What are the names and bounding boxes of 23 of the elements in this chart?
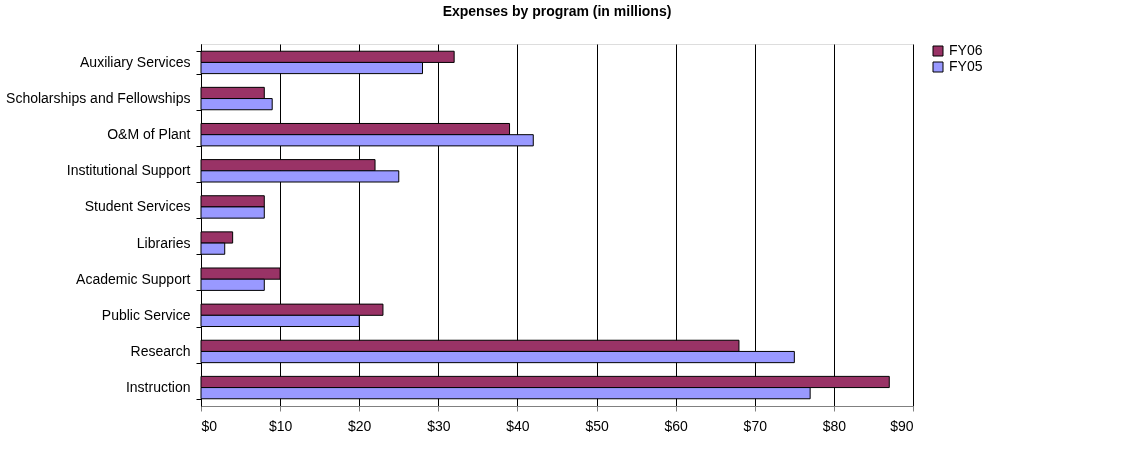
x-tick-label: $60 [664,417,689,434]
y-tick-label: Academic Support [76,270,191,287]
legend-label: FY06 [949,42,983,58]
y-tick-label: Instruction [125,379,191,396]
x-tick-label: $40 [506,417,530,434]
y-tick-label: Libraries [136,234,191,251]
y-tick-label: Student Services [84,198,191,215]
legend-label: FY05 [949,58,983,74]
y-tick-label: O&M of Plant [107,126,191,143]
y-tick-label: Public Service [101,306,191,323]
x-tick-label: $20 [348,417,372,434]
y-tick-label: Research [130,342,191,359]
x-tick-label: $10 [268,417,293,434]
x-tick-label: $50 [585,417,609,434]
x-tick-label: $30 [427,417,451,434]
x-tick-label: $80 [822,417,847,434]
x-tick-label: $0 [201,417,218,434]
y-tick-label: Scholarships and Fellowships [6,90,191,107]
y-tick-label: Auxiliary Services [80,53,191,70]
y-tick-label: Institutional Support [66,162,191,179]
x-tick-label: $90 [890,417,914,434]
x-tick-label: $70 [743,417,768,434]
chart-title: Expenses by program (in millions) [442,3,672,19]
